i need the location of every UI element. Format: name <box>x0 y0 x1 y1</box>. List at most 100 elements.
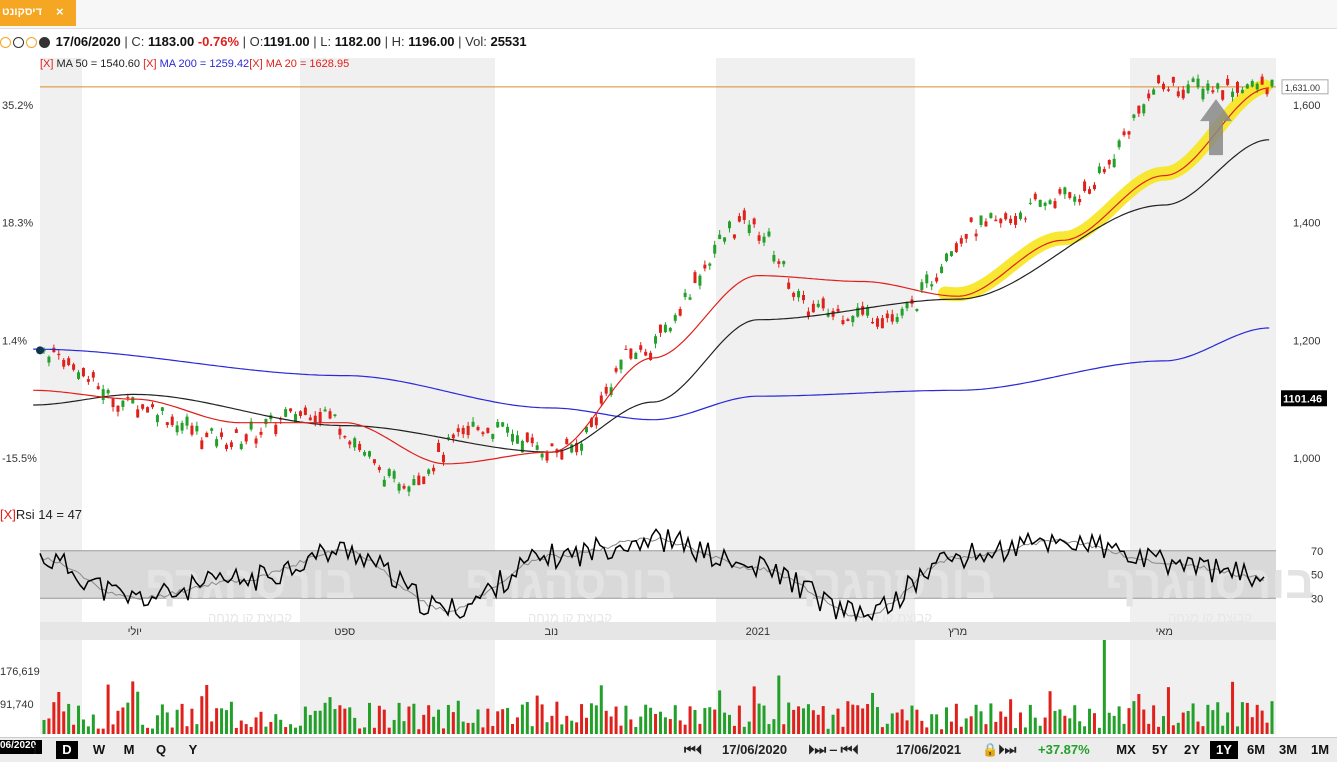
candle-body <box>713 244 717 254</box>
lock-icon[interactable]: 🔒⏵⏭ <box>982 742 1017 757</box>
volume-bar <box>925 727 929 734</box>
rsi-toggle[interactable]: [X] <box>0 507 16 522</box>
candle-body <box>1053 201 1057 208</box>
candle-body <box>185 416 189 426</box>
volume-bar <box>580 704 584 734</box>
candle-body <box>146 407 150 413</box>
candle-body <box>1097 166 1101 173</box>
volume-bar <box>767 724 771 734</box>
candle-body <box>150 404 154 408</box>
candle-body <box>1048 200 1052 204</box>
low-value: 1182.00 <box>334 34 382 49</box>
volume-bar <box>363 727 367 734</box>
volume-bar <box>318 710 322 734</box>
period-y-button[interactable]: Y <box>188 742 198 757</box>
alert-icon[interactable] <box>0 37 11 48</box>
candle-body <box>1191 78 1195 82</box>
candle-body <box>466 425 470 436</box>
ma20-label: MA 20 = 1628.95 <box>265 58 350 70</box>
volume-bar <box>737 705 741 734</box>
range-from[interactable]: 17/06/2020 <box>722 742 788 757</box>
target-icon[interactable] <box>26 37 37 48</box>
candle-body <box>969 217 973 222</box>
volume-bar <box>382 709 386 734</box>
zoom-1y-button[interactable]: 1Y <box>1210 741 1238 759</box>
volume-bar <box>402 721 406 734</box>
period-q-button[interactable]: Q <box>155 742 167 757</box>
candle-body <box>1250 80 1254 87</box>
volume-bar <box>811 710 815 734</box>
volume-bar <box>1226 712 1230 734</box>
volume-bar <box>1152 705 1156 734</box>
volume-bar <box>42 719 46 734</box>
candle-body <box>77 372 81 379</box>
volume-bar <box>96 728 100 734</box>
candle-body <box>905 302 909 309</box>
zoom-5y-button[interactable]: 5Y <box>1152 742 1168 757</box>
range-mid-nav[interactable]: ⏵⏭ ‒ ⏮⏴ <box>808 742 859 757</box>
volume-bar <box>1201 726 1205 734</box>
volume-bar <box>1245 702 1249 734</box>
candle-body <box>545 452 549 461</box>
range-to[interactable]: 17/06/2021 <box>896 742 962 757</box>
volume-bar <box>358 728 362 734</box>
candle-body <box>289 408 293 412</box>
zoom-6m-button[interactable]: 6M <box>1246 742 1266 757</box>
zoom-3m-button[interactable]: 3M <box>1278 742 1298 757</box>
x-tick-label: מאי <box>1156 626 1173 638</box>
volume-bar <box>481 727 485 734</box>
close-icon[interactable]: × <box>56 4 64 19</box>
zoom-2y-button[interactable]: 2Y <box>1184 742 1200 757</box>
volume-bar <box>195 724 199 734</box>
registered-icon[interactable] <box>13 37 24 48</box>
volume-bar <box>826 728 830 734</box>
volume-bar <box>575 722 579 734</box>
volume-bar <box>210 721 214 734</box>
comment-icon[interactable] <box>39 37 50 48</box>
tab-label: דיסקונט <box>2 6 43 18</box>
volume-bar <box>772 719 776 734</box>
candle-body <box>1132 114 1136 118</box>
volume-bar <box>328 697 332 734</box>
candle-body <box>649 352 653 361</box>
volume-bar <box>757 703 761 734</box>
candle-body <box>1176 91 1180 97</box>
period-m-button[interactable]: M <box>123 742 135 757</box>
volume-bar <box>229 701 233 734</box>
volume-bar <box>62 711 66 734</box>
candle-body <box>663 324 667 333</box>
period-w-button[interactable]: W <box>92 742 106 757</box>
volume-bar <box>239 720 243 734</box>
volume-bar <box>816 714 820 734</box>
volume-bar <box>698 723 702 734</box>
period-d-button[interactable]: D <box>56 741 78 759</box>
ma200-label: MA 200 = 1259.42 <box>159 58 250 70</box>
candle-body <box>451 434 455 439</box>
zoom-1m-button[interactable]: 1M <box>1310 742 1330 757</box>
volume-bar <box>1122 723 1126 734</box>
volume-bar <box>338 705 342 734</box>
ma50-toggle[interactable]: [X] <box>40 58 54 70</box>
volume-bar <box>846 701 850 734</box>
period-i-button[interactable]: I <box>33 742 37 757</box>
ma20-toggle[interactable]: [X] <box>249 58 263 70</box>
candle-body <box>1063 187 1067 195</box>
ma200-toggle[interactable]: [X] <box>143 58 157 70</box>
price-chart[interactable]: בורסהגרף קבוצת קו מנחה בורסהגרף קבוצת קו מנ… <box>0 0 1337 737</box>
candle-body <box>708 263 712 266</box>
tab-discount[interactable]: דיסקונט × <box>0 0 76 26</box>
volume-bar <box>432 716 436 734</box>
zoom-mx-button[interactable]: MX <box>1116 742 1136 757</box>
range-start-nav[interactable]: ⏮⏴ <box>684 742 703 757</box>
candle-body <box>313 415 317 423</box>
left-axis-label: -15.5% <box>2 453 37 465</box>
volume-bar <box>787 702 791 734</box>
candle-body <box>91 372 95 378</box>
volume-bar <box>658 711 662 734</box>
candle-body <box>885 313 889 319</box>
candle-body <box>377 467 381 471</box>
candle-body <box>1028 202 1032 204</box>
candle-body <box>461 427 465 435</box>
volume-bar <box>866 704 870 734</box>
candle-body <box>806 311 810 317</box>
